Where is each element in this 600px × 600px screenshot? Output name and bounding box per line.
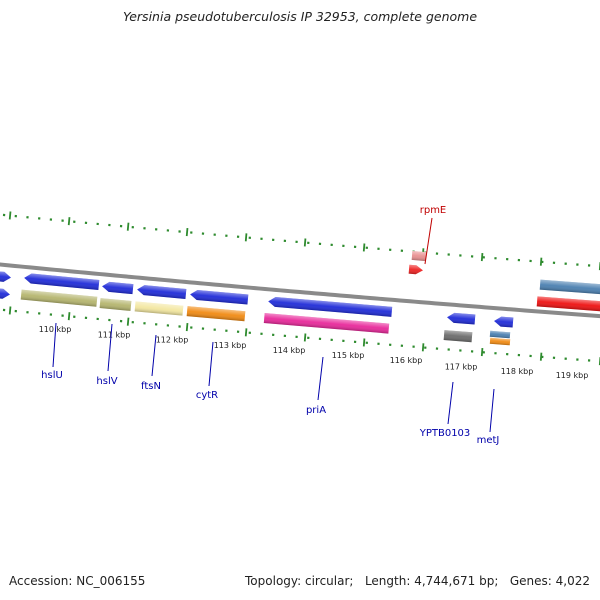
genome-stats: Topology: circular; Length: 4,744,671 bp…	[245, 574, 590, 588]
feature-ftsN-cat[interactable]	[134, 301, 184, 316]
feature-hslV[interactable]	[102, 281, 134, 295]
feature-metJ-cat2[interactable]	[489, 337, 511, 346]
feature-metJ-cat1[interactable]	[489, 330, 511, 339]
feature-cytR-cat[interactable]	[186, 306, 246, 322]
leader-line-rpmE	[424, 217, 433, 265]
gene-label-hslU[interactable]: hslU	[41, 370, 63, 381]
leader-line-hslV	[107, 323, 113, 372]
scale-label-1: 110 kbp	[39, 325, 72, 334]
map-title: Yersinia pseudotuberculosis IP 32953, co…	[122, 9, 478, 24]
genome-backbone	[0, 262, 600, 319]
scale-label-6: 115 kbp	[332, 351, 365, 360]
feature-hslU-cat[interactable]	[20, 289, 98, 307]
gene-label-YPTB0103[interactable]: YPTB0103	[419, 428, 471, 439]
scale-label-9: 118 kbp	[501, 367, 534, 376]
feature-hslU[interactable]	[24, 273, 100, 290]
feature-priA[interactable]	[268, 296, 393, 317]
gene-label-priA[interactable]: priA	[306, 405, 326, 416]
scale-label-5: 114 kbp	[273, 346, 306, 355]
feature-YPTB0103-cat[interactable]	[443, 330, 473, 343]
gene-label-hslV[interactable]: hslV	[96, 376, 117, 387]
feature-rpmE[interactable]	[408, 264, 424, 275]
length-text: Length: 4,744,671 bp;	[364, 574, 499, 588]
feature-YPTB0103[interactable]	[447, 312, 476, 325]
gene-label-ftsN[interactable]: ftsN	[141, 381, 161, 392]
feature-rpmE-cat[interactable]	[411, 250, 427, 262]
outer-scale-ring	[2, 211, 600, 271]
feature-priA-cat[interactable]	[263, 313, 390, 334]
scale-label-3: 112 kbp	[156, 336, 189, 345]
leader-line-ftsN	[151, 334, 157, 377]
scale-label-10: 119 kbp	[556, 371, 589, 380]
scale-label-8: 117 kbp	[445, 362, 478, 371]
leader-line-hslU	[52, 322, 57, 368]
feature-unnamed-19[interactable]	[539, 279, 600, 295]
feature-cytR[interactable]	[190, 289, 249, 305]
leader-line-cytR	[208, 341, 214, 387]
feature-hslV-cat[interactable]	[99, 298, 132, 311]
scale-label-2: 111 kbp	[98, 330, 131, 339]
genes-text: Genes: 4,022	[509, 574, 590, 588]
feature-ftsN[interactable]	[137, 285, 187, 299]
feature-unnamed-20[interactable]	[536, 296, 600, 312]
inner-scale-ring	[2, 306, 600, 366]
leader-line-priA	[317, 356, 324, 401]
feature-unnamed-1[interactable]	[0, 287, 10, 300]
gene-label-rpmE[interactable]: rpmE	[420, 205, 447, 216]
accession-text: Accession: NC_006155	[9, 574, 146, 588]
topology-text: Topology: circular;	[245, 574, 354, 588]
feature-metJ[interactable]	[494, 316, 514, 328]
leader-line-metJ	[489, 388, 495, 433]
scale-label-4: 113 kbp	[214, 341, 247, 350]
feature-unnamed-0[interactable]	[0, 270, 11, 283]
gene-label-cytR[interactable]: cytR	[196, 390, 218, 401]
leader-line-YPTB0103	[447, 381, 454, 425]
gene-label-metJ[interactable]: metJ	[477, 435, 500, 446]
scale-label-7: 116 kbp	[390, 356, 423, 365]
